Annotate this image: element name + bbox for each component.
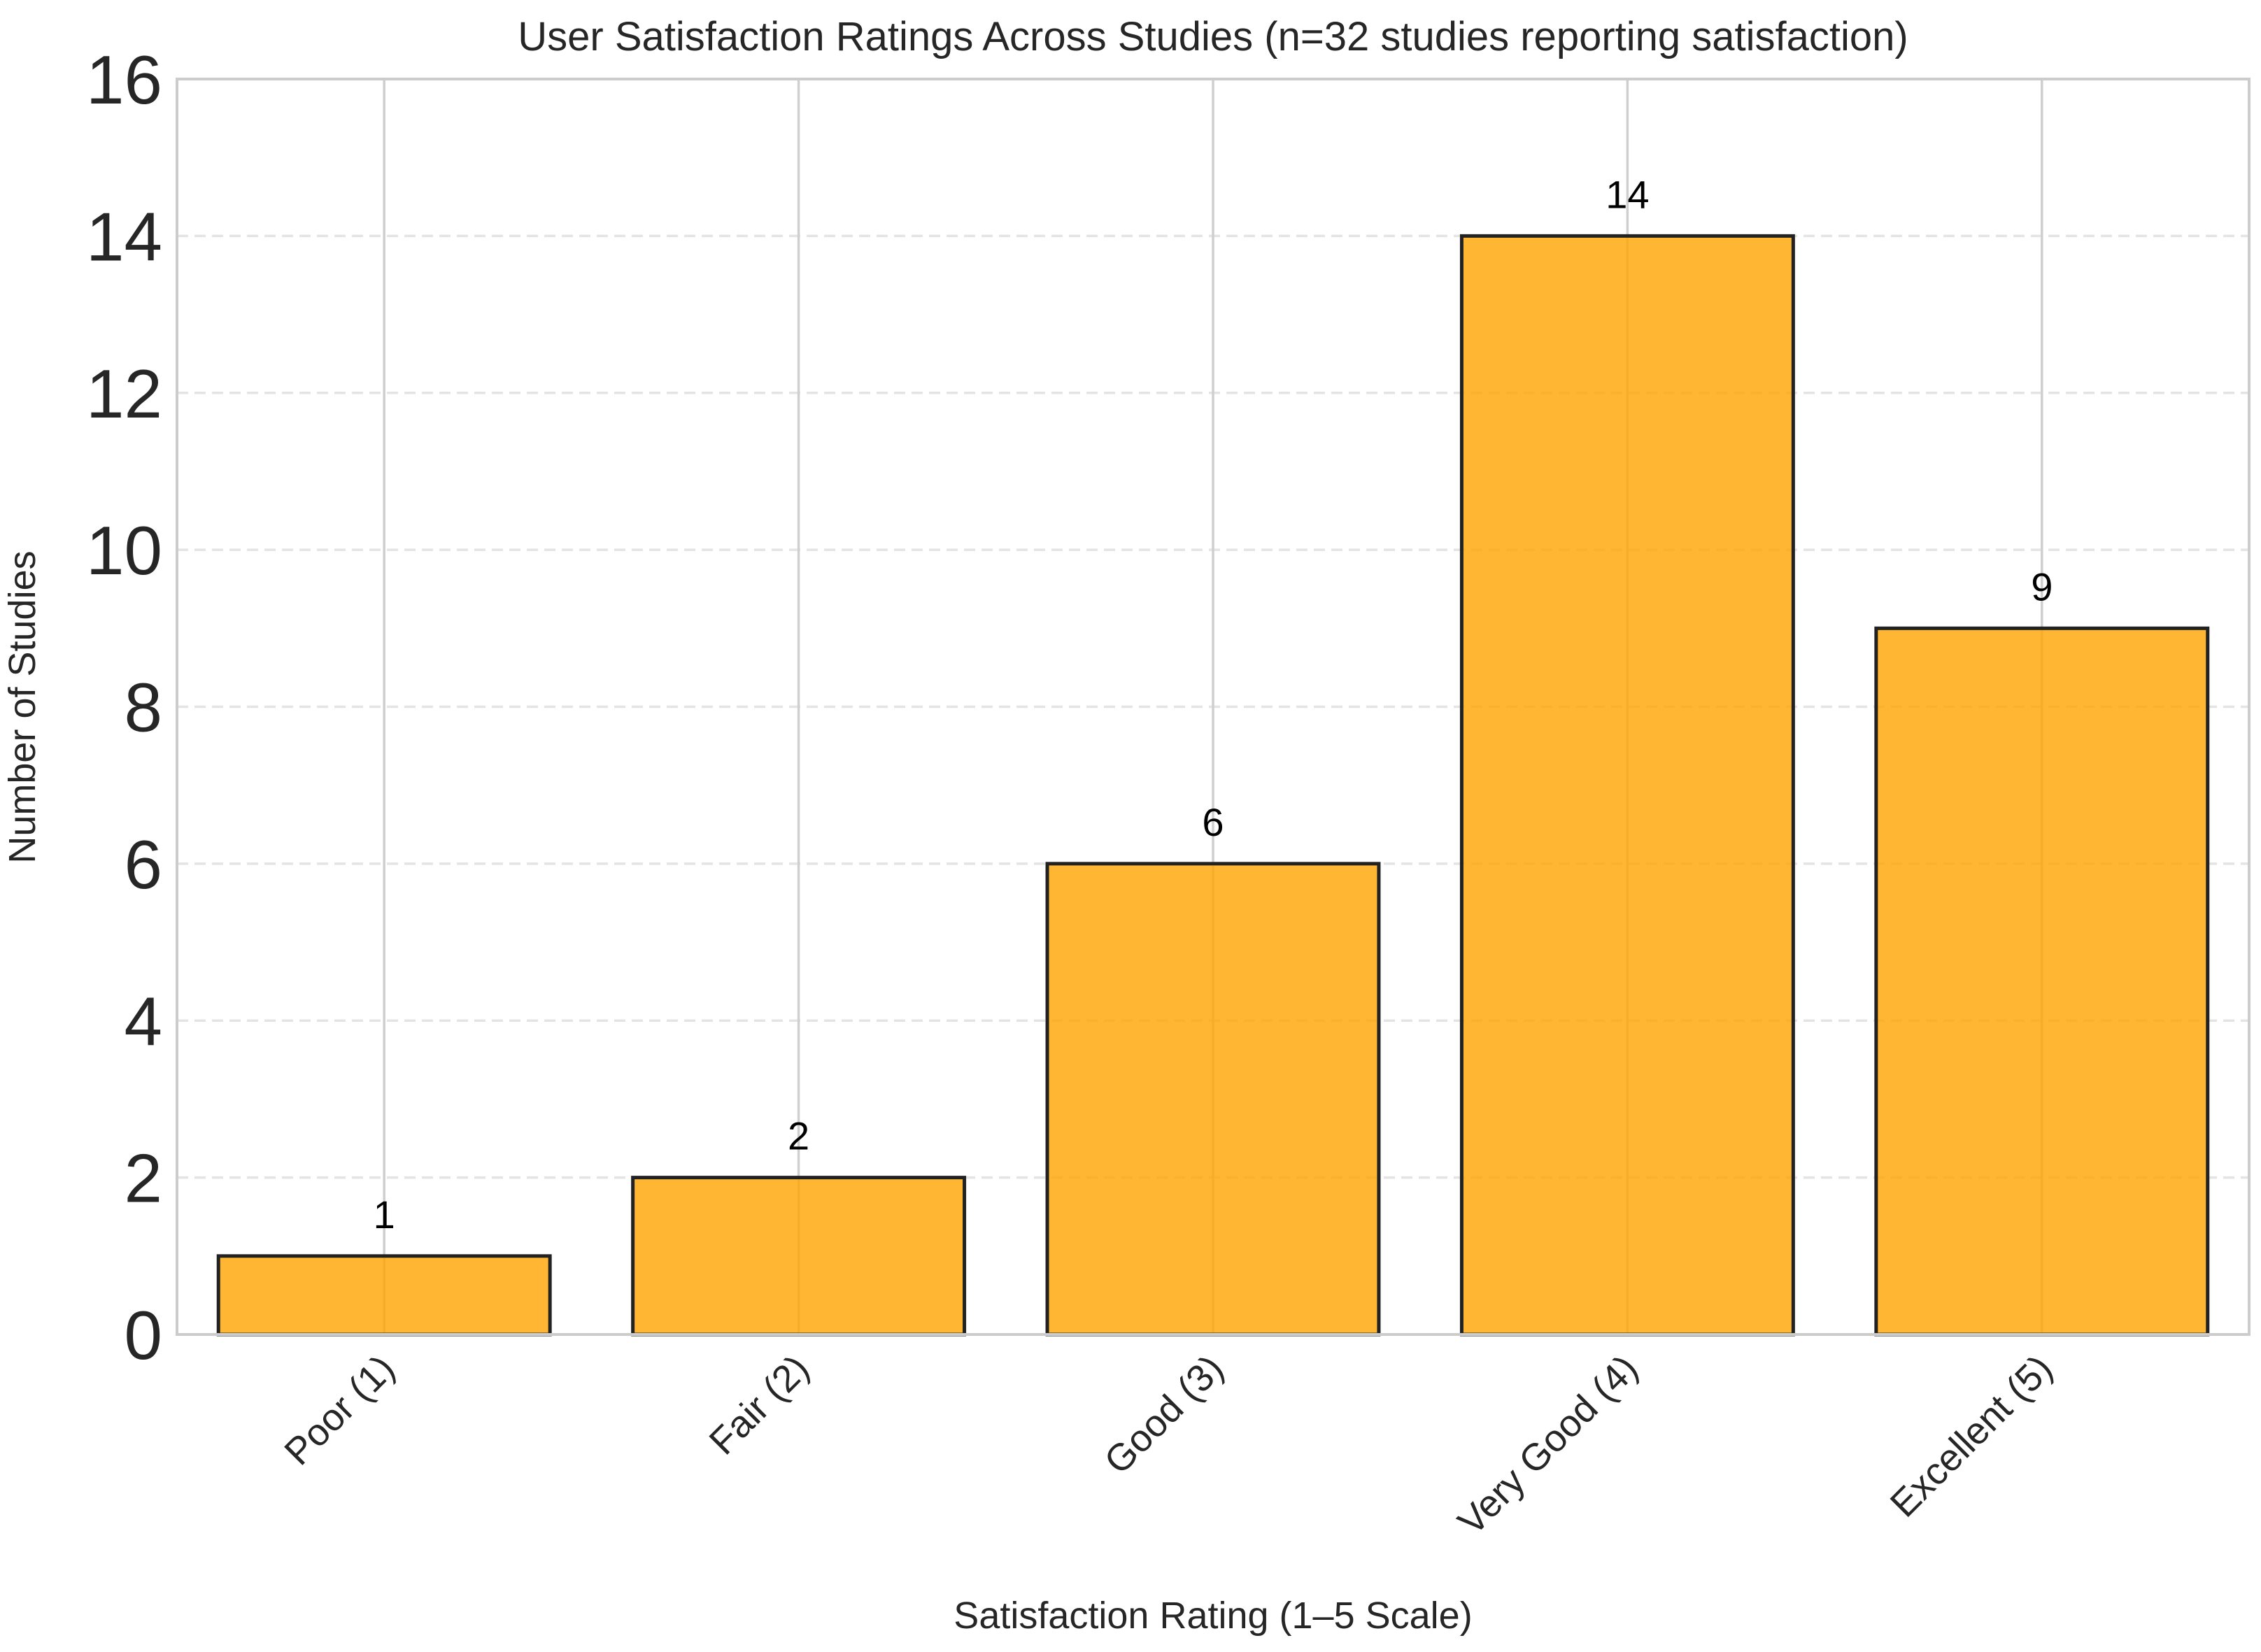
y-tick-label: 6: [124, 826, 162, 903]
data-label: 1: [374, 1192, 395, 1237]
x-axis-label: Satisfaction Rating (1–5 Scale): [954, 1595, 1472, 1637]
y-tick-label: 8: [124, 669, 162, 746]
y-tick-label: 10: [86, 512, 162, 589]
y-tick-label: 16: [86, 41, 162, 118]
data-label: 6: [1202, 800, 1224, 844]
bar: [1874, 626, 2210, 1337]
y-tick-label: 2: [124, 1140, 162, 1217]
data-labels: 1 2 6 14 9: [374, 172, 2053, 1236]
bar: [216, 1254, 552, 1337]
y-tick-label: 14: [86, 198, 162, 275]
chart-title: User Satisfaction Ratings Across Studies…: [518, 14, 1908, 59]
bars: [216, 234, 2210, 1337]
y-tick-label: 4: [124, 983, 162, 1060]
data-label: 9: [2031, 564, 2053, 608]
y-axis-label: Number of Studies: [1, 550, 43, 863]
bar: [631, 1176, 967, 1337]
bar: [1045, 862, 1381, 1337]
plot-frame: [176, 78, 2251, 1336]
y-tick-labels: 0 2 4 6 8 10 12 14 16: [86, 41, 162, 1374]
data-label: 14: [1606, 172, 1649, 216]
y-tick-label: 0: [124, 1297, 162, 1374]
data-label: 2: [788, 1114, 809, 1158]
y-tick-label: 12: [86, 355, 162, 432]
bar: [1459, 234, 1795, 1337]
